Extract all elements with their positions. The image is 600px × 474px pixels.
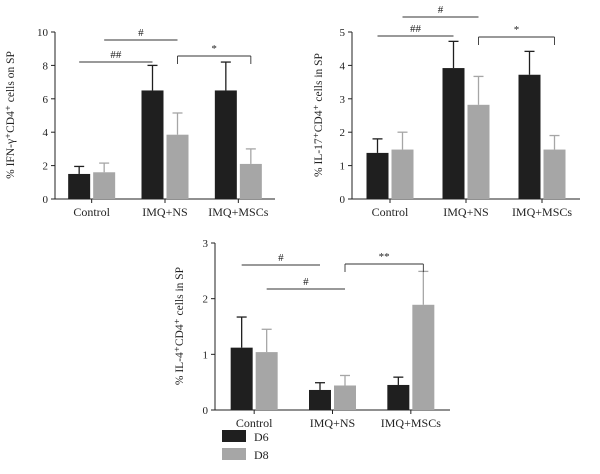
- bar-d6: [518, 74, 541, 199]
- y-tick-label: 3: [340, 94, 346, 106]
- x-category-label: IMQ+NS: [142, 205, 187, 219]
- bar-d8: [543, 149, 566, 199]
- bar-d6: [309, 389, 331, 410]
- bar-d8: [239, 163, 262, 199]
- bar-d6: [366, 152, 389, 199]
- x-category-label: IMQ+NS: [443, 205, 488, 219]
- bar-d8: [93, 172, 116, 199]
- y-tick-label: 2: [43, 161, 49, 173]
- bar-d6: [68, 173, 91, 199]
- y-axis-title: % IFN-γ⁺CD4⁺ cells on SP: [5, 51, 17, 179]
- significance-label: #: [438, 4, 444, 16]
- significance-label: #: [138, 27, 144, 39]
- y-axis-title: % IL-4⁺CD4⁺ cells in SP: [174, 267, 186, 385]
- y-tick-label: 1: [203, 349, 209, 361]
- x-category-label: Control: [372, 205, 409, 219]
- legend-swatch-d6: [222, 430, 246, 442]
- bar-d6: [230, 347, 253, 410]
- bar-d6: [141, 90, 164, 199]
- bar-d8: [467, 104, 490, 199]
- y-axis-title: % IL-17⁺CD4⁺ cells in SP: [313, 53, 325, 177]
- significance-label: *: [514, 24, 520, 36]
- y-tick-label: 2: [203, 294, 209, 306]
- chart-panel-1: 0 2 4 6 8 10 % IFN-γ⁺CD4⁺ cells on SP Control IM…: [5, 27, 275, 219]
- bar-d8: [255, 352, 278, 410]
- legend-swatch-d8: [222, 448, 246, 460]
- significance-label: **: [379, 251, 390, 263]
- significance-label: ##: [110, 49, 122, 61]
- y-tick-label: 4: [43, 127, 49, 139]
- x-category-label: Control: [236, 416, 273, 430]
- x-category-label: IMQ+NS: [310, 416, 355, 430]
- y-tick-label: 5: [340, 27, 346, 39]
- y-tick-label: 2: [340, 127, 346, 139]
- y-tick-label: 0: [340, 194, 346, 206]
- significance-label: ##: [410, 23, 422, 35]
- chart-panel-2: 0 1 2 3 4 5 % IL-17⁺CD4⁺ cells in SP Control IMQ…: [313, 4, 580, 219]
- significance-label: #: [303, 276, 309, 288]
- chart-panel-3: 0 1 2 3 % IL-4⁺CD4⁺ cells in SP Control IMQ+NS…: [174, 238, 450, 430]
- y-tick-label: 4: [340, 60, 346, 72]
- y-tick-label: 0: [43, 194, 49, 206]
- bar-d6: [387, 384, 410, 410]
- y-tick-label: 8: [43, 60, 49, 72]
- x-category-label: IMQ+MSCs: [512, 205, 572, 219]
- bar-d8: [166, 134, 189, 199]
- bar-d8: [334, 385, 356, 410]
- bar-d6: [442, 68, 465, 200]
- significance-label: *: [211, 43, 217, 55]
- legend-label: D8: [254, 448, 269, 462]
- x-category-label: Control: [73, 205, 110, 219]
- x-category-label: IMQ+MSCs: [208, 205, 268, 219]
- bar-d8: [391, 149, 414, 199]
- bar-d6: [214, 90, 237, 199]
- y-tick-label: 3: [203, 238, 209, 250]
- x-category-label: IMQ+MSCs: [381, 416, 441, 430]
- bar-d8: [412, 304, 435, 410]
- y-tick-label: 6: [43, 94, 49, 106]
- y-tick-label: 1: [340, 161, 346, 173]
- significance-label: #: [278, 252, 284, 264]
- legend-label: D6: [254, 430, 269, 444]
- y-tick-label: 10: [37, 27, 49, 39]
- y-tick-label: 0: [203, 405, 209, 417]
